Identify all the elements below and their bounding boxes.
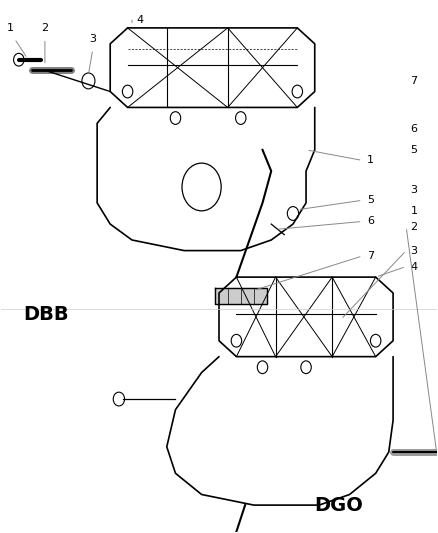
- Text: 3: 3: [410, 246, 417, 256]
- Text: 7: 7: [410, 76, 417, 86]
- Text: DGO: DGO: [315, 496, 364, 514]
- Text: 1: 1: [410, 206, 417, 216]
- Text: 7: 7: [367, 251, 374, 261]
- Text: 3: 3: [89, 34, 96, 44]
- Text: 1: 1: [7, 23, 14, 33]
- Text: DBB: DBB: [23, 305, 69, 324]
- Text: 4: 4: [136, 15, 143, 25]
- Text: 2: 2: [410, 222, 417, 232]
- Text: 3: 3: [410, 184, 417, 195]
- Text: 1: 1: [367, 156, 374, 165]
- Text: 2: 2: [41, 23, 49, 33]
- Text: 6: 6: [367, 216, 374, 227]
- Text: 5: 5: [410, 145, 417, 155]
- Text: 5: 5: [367, 195, 374, 205]
- Polygon shape: [215, 288, 267, 304]
- Text: 6: 6: [410, 124, 417, 134]
- Text: 4: 4: [410, 262, 417, 271]
